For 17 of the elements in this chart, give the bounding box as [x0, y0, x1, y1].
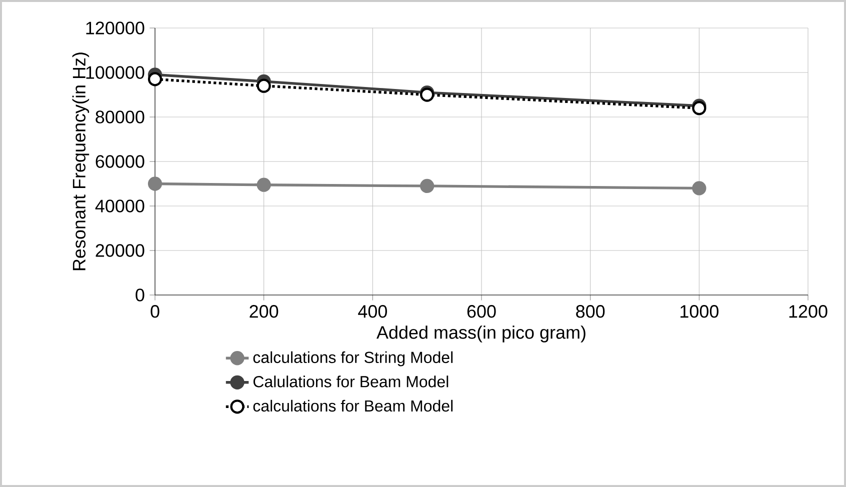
x-tick-label: 200	[250, 305, 278, 318]
y-tick-label: 120000	[86, 22, 144, 34]
x-tick-label: 1200	[789, 305, 828, 318]
x-tick-label: 800	[576, 305, 605, 318]
y-tick-label: 0	[136, 288, 144, 302]
legend-label: Calulations for Beam Model	[253, 376, 448, 388]
y-tick-label: 60000	[96, 155, 144, 168]
legend-label: calculations for String Model	[253, 351, 453, 366]
y-tick-label: 40000	[95, 200, 144, 212]
legend-label: calculations for Beam Model	[253, 400, 453, 412]
x-axis-title: Added mass(in pico gram)	[376, 326, 586, 342]
x-tick-label: 0	[150, 305, 160, 318]
y-tick-label: 20000	[96, 244, 144, 257]
x-tick-label: 600	[467, 305, 496, 318]
y-tick-label: 80000	[96, 110, 144, 124]
x-tick-label: 1000	[680, 305, 718, 318]
x-tick-label: 400	[358, 305, 387, 318]
